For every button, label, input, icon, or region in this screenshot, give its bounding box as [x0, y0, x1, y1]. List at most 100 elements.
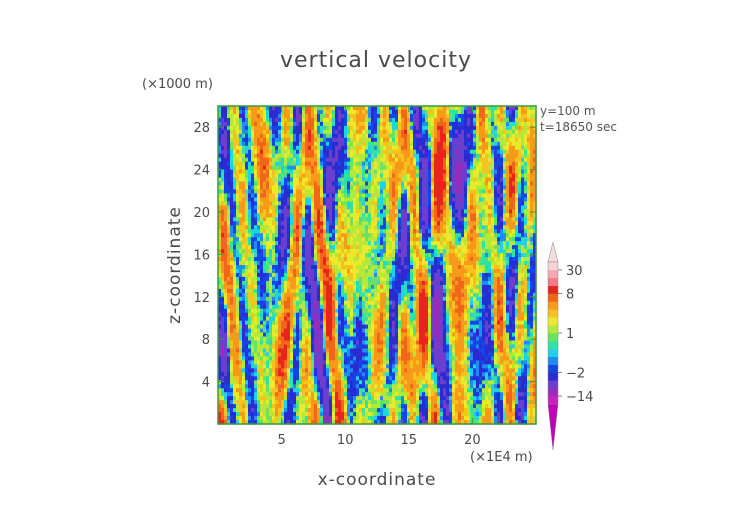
- field-cell: [233, 229, 237, 234]
- field-cell: [395, 165, 399, 171]
- field-cell: [227, 241, 231, 246]
- field-cell: [230, 253, 234, 258]
- field-cell: [245, 149, 249, 155]
- field-cell: [224, 225, 228, 230]
- field-cell: [389, 189, 393, 195]
- field-cell: [299, 161, 303, 167]
- field-cell: [401, 193, 405, 199]
- field-cell: [299, 241, 303, 246]
- field-cell: [395, 412, 399, 417]
- field-cell: [245, 129, 249, 135]
- field-cell: [290, 193, 294, 199]
- field-cell: [317, 388, 321, 393]
- field-cell: [302, 197, 306, 203]
- field-cell: [266, 312, 270, 318]
- field-cell: [314, 384, 318, 389]
- field-cell: [236, 316, 240, 322]
- field-cell: [308, 336, 312, 342]
- field-cell: [335, 217, 339, 222]
- field-cell: [368, 109, 372, 115]
- field-cell: [305, 149, 309, 155]
- field-cell: [224, 249, 228, 254]
- field-cell: [383, 145, 387, 151]
- field-cell: [299, 360, 303, 365]
- field-cell: [335, 360, 339, 365]
- field-cell: [254, 169, 258, 175]
- field-cell: [245, 117, 249, 123]
- field-cell: [287, 348, 291, 354]
- field-cell: [380, 308, 384, 314]
- field-cell: [245, 209, 249, 214]
- field-cell: [245, 340, 249, 346]
- field-cell: [377, 332, 381, 338]
- field-cell: [260, 276, 264, 282]
- field-cell: [263, 376, 267, 381]
- field-cell: [257, 229, 261, 234]
- field-cell: [398, 284, 402, 290]
- field-cell: [359, 213, 363, 218]
- field-cell: [332, 312, 336, 318]
- field-cell: [227, 388, 231, 393]
- field-cell: [356, 296, 360, 302]
- field-cell: [245, 420, 249, 425]
- field-cell: [227, 137, 231, 143]
- field-cell: [281, 292, 285, 298]
- field-cell: [341, 205, 345, 210]
- field-cell: [245, 376, 249, 381]
- field-cell: [395, 109, 399, 115]
- field-cell: [332, 109, 336, 115]
- field-cell: [341, 217, 345, 222]
- field-cell: [320, 265, 324, 270]
- field-cell: [293, 408, 297, 413]
- field-cell: [329, 328, 333, 334]
- field-cell: [389, 149, 393, 155]
- field-cell: [347, 288, 351, 294]
- field-cell: [293, 245, 297, 250]
- field-cell: [359, 261, 363, 266]
- field-cell: [272, 364, 276, 369]
- field-cell: [344, 217, 348, 222]
- field-cell: [356, 109, 360, 115]
- field-cell: [281, 149, 285, 155]
- field-cell: [233, 404, 237, 409]
- field-cell: [305, 213, 309, 218]
- field-cell: [326, 233, 330, 238]
- field-cell: [221, 396, 225, 401]
- field-cell: [362, 193, 366, 199]
- field-cell: [335, 408, 339, 413]
- field-cell: [404, 149, 408, 155]
- field-cell: [302, 316, 306, 322]
- field-cell: [314, 153, 318, 159]
- field-cell: [242, 205, 246, 210]
- field-cell: [353, 288, 357, 294]
- field-cell: [263, 320, 267, 326]
- field-cell: [329, 109, 333, 115]
- field-cell: [326, 348, 330, 354]
- field-cell: [221, 133, 225, 139]
- field-cell: [281, 137, 285, 143]
- field-cell: [323, 416, 327, 421]
- field-cell: [308, 257, 312, 262]
- field-cell: [386, 388, 390, 393]
- field-cell: [329, 253, 333, 258]
- field-cell: [275, 177, 279, 183]
- field-cell: [293, 276, 297, 282]
- field-cell: [251, 304, 255, 310]
- field-cell: [338, 213, 342, 218]
- field-cell: [254, 316, 258, 322]
- field-cell: [266, 416, 270, 421]
- field-cell: [221, 249, 225, 254]
- field-cell: [383, 288, 387, 294]
- field-cell: [266, 372, 270, 377]
- field-cell: [344, 197, 348, 203]
- field-cell: [230, 308, 234, 314]
- field-cell: [254, 261, 258, 266]
- field-cell: [227, 253, 231, 258]
- field-cell: [251, 177, 255, 183]
- field-cell: [230, 133, 234, 139]
- field-cell: [356, 404, 360, 409]
- field-cell: [308, 185, 312, 191]
- field-cell: [305, 157, 309, 163]
- field-cell: [368, 221, 372, 226]
- field-cell: [266, 280, 270, 286]
